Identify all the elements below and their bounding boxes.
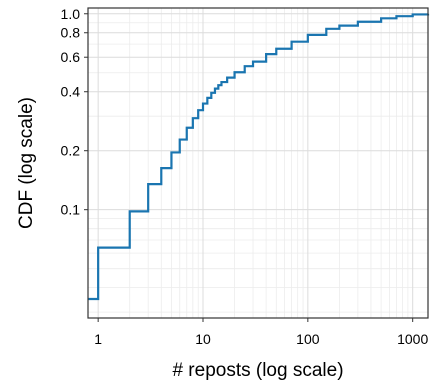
y-tick-label: 0.6 [61, 49, 81, 65]
x-tick-label: 100 [296, 331, 320, 347]
x-tick-label: 1 [94, 331, 102, 347]
x-tick-label: 10 [195, 331, 211, 347]
series-layer [88, 13, 430, 301]
y-tick-label: 0.8 [61, 25, 81, 41]
y-tick-label: 1.0 [61, 6, 81, 22]
y-axis-label: CDF (log scale) [16, 97, 37, 229]
axis-ticks: 1 10 100 1000 0.1 0.2 0.4 0.6 0.8 1.0 [61, 6, 429, 347]
y-tick-label: 0.2 [61, 143, 81, 159]
minor-gridlines [88, 8, 428, 318]
x-axis-label: # reposts (log scale) [172, 360, 343, 381]
cdf-series-line [88, 13, 430, 301]
y-tick-label: 0.1 [61, 202, 81, 218]
x-tick-label: 1000 [397, 331, 428, 347]
y-tick-label: 0.4 [61, 84, 81, 100]
major-gridlines [88, 8, 428, 318]
plot-frame [87, 7, 429, 319]
